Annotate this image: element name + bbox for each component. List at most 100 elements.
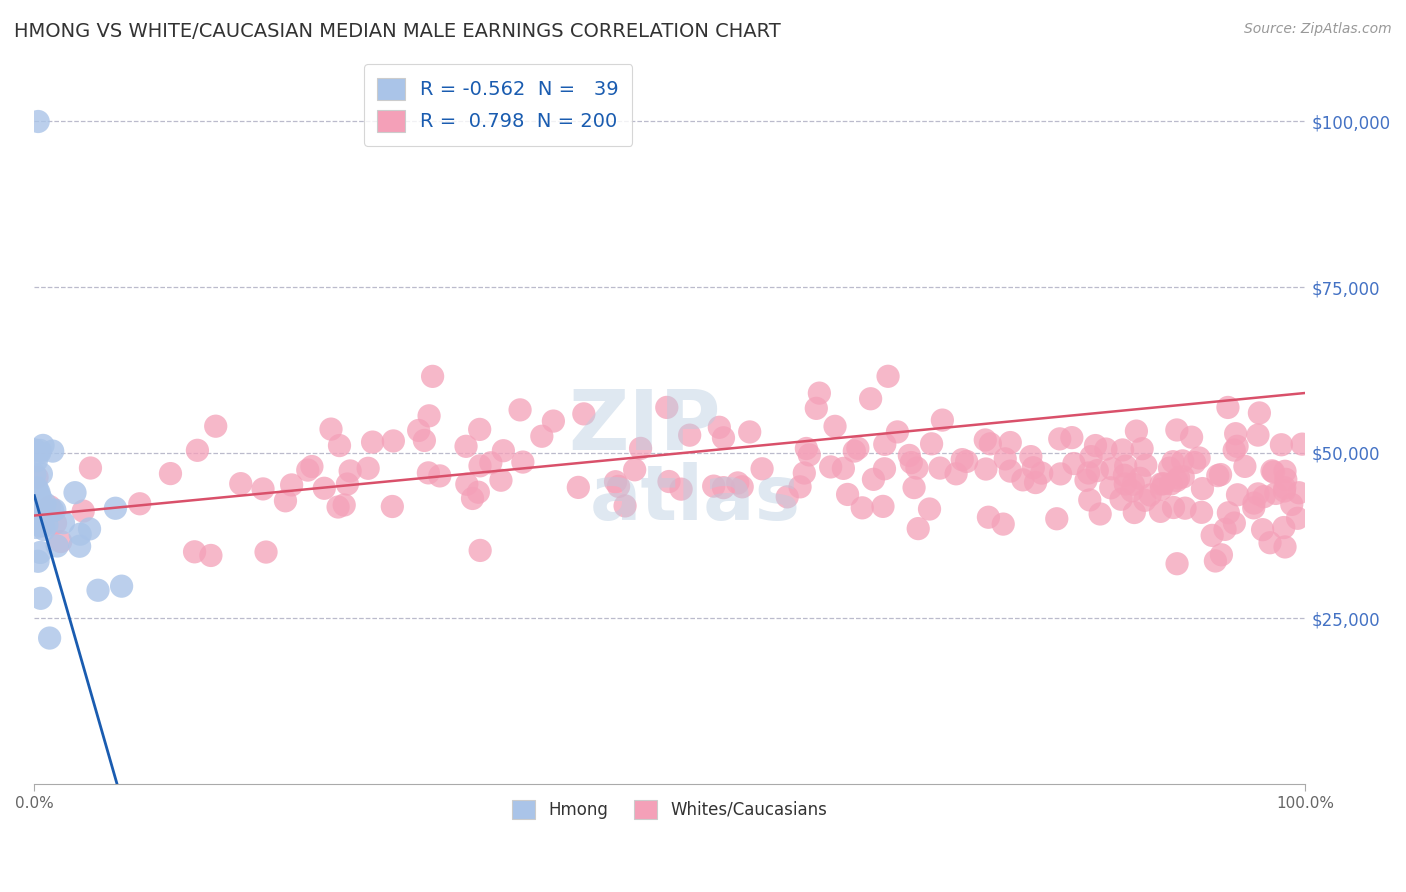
Point xyxy=(877,369,900,384)
Point xyxy=(24,467,46,482)
Point xyxy=(1121,483,1143,498)
Point xyxy=(1270,438,1292,452)
Point xyxy=(1125,424,1147,438)
Point xyxy=(1223,516,1246,530)
Point xyxy=(703,479,725,493)
Point xyxy=(1286,511,1309,525)
Point xyxy=(1122,477,1144,491)
Point xyxy=(1291,437,1313,451)
Point xyxy=(1226,439,1249,453)
Point xyxy=(1274,483,1296,498)
Point xyxy=(333,498,356,512)
Point xyxy=(381,500,404,514)
Point xyxy=(1281,497,1303,511)
Point xyxy=(1201,528,1223,542)
Point xyxy=(1275,472,1298,486)
Point xyxy=(31,518,53,533)
Point xyxy=(489,473,512,487)
Point xyxy=(1258,535,1281,549)
Point xyxy=(886,425,908,439)
Point xyxy=(1223,443,1246,458)
Point xyxy=(1274,481,1296,495)
Point xyxy=(418,409,440,423)
Point xyxy=(1216,401,1239,415)
Point xyxy=(1188,450,1211,465)
Point xyxy=(1074,473,1097,487)
Point xyxy=(709,420,731,434)
Point xyxy=(1088,507,1111,521)
Point xyxy=(974,433,997,447)
Point xyxy=(1218,506,1240,520)
Point xyxy=(254,545,277,559)
Point xyxy=(468,458,491,473)
Point xyxy=(808,386,831,401)
Point xyxy=(41,503,63,517)
Point xyxy=(79,461,101,475)
Point xyxy=(41,444,63,458)
Point xyxy=(1243,500,1265,515)
Point xyxy=(63,485,86,500)
Point xyxy=(1031,466,1053,480)
Point xyxy=(1174,501,1197,516)
Point xyxy=(862,472,884,486)
Legend: Hmong, Whites/Caucasians: Hmong, Whites/Caucasians xyxy=(505,793,834,825)
Point xyxy=(25,482,48,496)
Point xyxy=(336,477,359,491)
Point xyxy=(28,489,51,503)
Point xyxy=(824,419,846,434)
Point xyxy=(1025,475,1047,490)
Point xyxy=(793,466,815,480)
Point xyxy=(907,522,929,536)
Point xyxy=(614,499,637,513)
Point xyxy=(1209,467,1232,482)
Point xyxy=(38,500,60,514)
Point xyxy=(1204,554,1226,568)
Point xyxy=(200,549,222,563)
Point xyxy=(903,481,925,495)
Point xyxy=(1166,474,1188,488)
Point xyxy=(820,459,842,474)
Point xyxy=(1133,493,1156,508)
Point xyxy=(1077,466,1099,480)
Point xyxy=(1264,486,1286,500)
Point xyxy=(1243,496,1265,510)
Point xyxy=(468,422,491,436)
Point xyxy=(1274,540,1296,554)
Point xyxy=(738,425,761,439)
Text: atlas: atlas xyxy=(589,462,800,536)
Point xyxy=(357,461,380,475)
Point xyxy=(422,369,444,384)
Point xyxy=(1153,476,1175,491)
Point xyxy=(1019,450,1042,464)
Point xyxy=(25,453,48,467)
Point xyxy=(1049,432,1071,446)
Point xyxy=(1166,557,1188,571)
Point xyxy=(512,455,534,469)
Point xyxy=(1180,430,1202,444)
Point xyxy=(418,466,440,480)
Point xyxy=(339,464,361,478)
Point xyxy=(408,424,430,438)
Point xyxy=(806,401,828,416)
Point xyxy=(1206,468,1229,483)
Point xyxy=(25,470,48,484)
Point xyxy=(183,545,205,559)
Point xyxy=(28,504,51,518)
Point xyxy=(669,482,692,496)
Point xyxy=(1263,465,1285,479)
Text: HMONG VS WHITE/CAUCASIAN MEDIAN MALE EARNINGS CORRELATION CHART: HMONG VS WHITE/CAUCASIAN MEDIAN MALE EAR… xyxy=(14,22,780,41)
Point xyxy=(28,518,51,533)
Point xyxy=(846,442,869,456)
Point xyxy=(79,522,101,536)
Point xyxy=(328,438,350,452)
Point xyxy=(898,449,921,463)
Point xyxy=(297,463,319,477)
Point xyxy=(1163,500,1185,515)
Point xyxy=(605,475,627,489)
Point xyxy=(87,583,110,598)
Point xyxy=(567,480,589,494)
Point xyxy=(623,463,645,477)
Point xyxy=(1101,462,1123,476)
Point xyxy=(69,527,91,541)
Point xyxy=(252,482,274,496)
